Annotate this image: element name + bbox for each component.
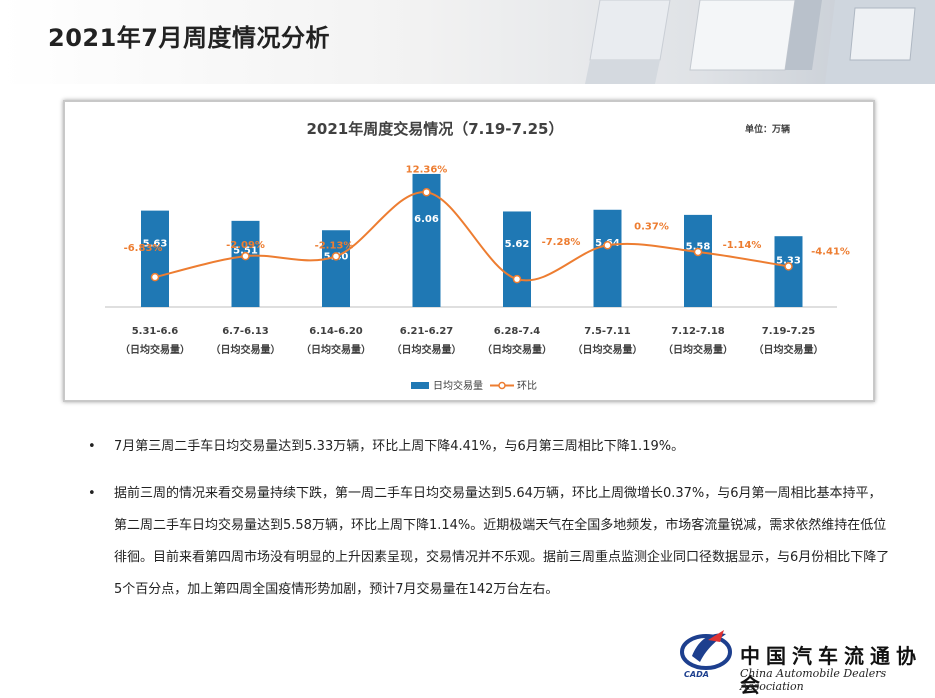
bar-4 xyxy=(503,211,531,307)
line-label-5: 0.37% xyxy=(634,221,669,232)
bar-5 xyxy=(593,209,622,307)
line-point-6 xyxy=(693,247,703,257)
logo-abbr: CADA xyxy=(684,670,709,679)
logo-english-name: China Automobile Dealers Association xyxy=(740,667,887,693)
bar-label-4: 5.62 xyxy=(505,239,530,250)
x-tick-sub-2: （日均交易量） xyxy=(301,343,371,356)
line-label-0: -6.83% xyxy=(124,243,163,254)
legend-swatch-bar xyxy=(411,382,429,389)
bullet-list: • 7月第三周二手车日均交易量达到5.33万辆，环比上周下降4.41%，与6月第… xyxy=(88,432,890,606)
x-tick-sub-0: （日均交易量） xyxy=(120,343,190,356)
bar-7 xyxy=(774,236,803,307)
line-label-3: 12.36% xyxy=(406,164,448,175)
cube-decoration-icon xyxy=(585,0,935,84)
line-series-huanbi xyxy=(154,191,789,282)
x-tick-label-5: 7.5-7.11 xyxy=(584,326,631,337)
cada-emblem-icon xyxy=(680,630,732,670)
x-tick-label-0: 5.31-6.6 xyxy=(132,326,179,337)
x-tick-sub-5: （日均交易量） xyxy=(573,343,643,356)
bullet-dot-icon: • xyxy=(88,439,96,454)
bar-1 xyxy=(231,220,260,307)
x-tick-label-2: 6.14-6.20 xyxy=(309,326,363,337)
legend-label-line: 环比 xyxy=(517,380,537,392)
line-point-2 xyxy=(331,252,341,261)
bar-0 xyxy=(141,210,169,307)
bar-6 xyxy=(684,214,712,307)
x-tick-sub-4: （日均交易量） xyxy=(482,343,552,356)
x-tick-sub-3: （日均交易量） xyxy=(392,343,462,356)
x-tick-label-7: 7.19-7.25 xyxy=(762,326,816,337)
bar-label-3: 6.06 xyxy=(414,214,439,225)
x-tick-label-4: 6.28-7.4 xyxy=(494,326,541,337)
x-tick-label-3: 6.21-6.27 xyxy=(400,326,454,337)
line-label-4: -7.28% xyxy=(542,237,581,248)
weekly-trade-chart: 2021年周度交易情况（7.19-7.25） 单位：万辆 5.63 5.31-6.6 （… xyxy=(105,120,850,392)
bullet-item: • 7月第三周二手车日均交易量达到5.33万辆，环比上周下降4.41%，与6月第… xyxy=(88,432,890,462)
cada-logo: CADA 中国汽车流通协会 China Automobile Dealers A… xyxy=(678,626,930,697)
x-tick-label-1: 6.7-6.13 xyxy=(222,326,269,337)
chart-title: 2021年周度交易情况（7.19-7.25） xyxy=(307,120,564,138)
x-tick-sub-1: （日均交易量） xyxy=(211,343,281,356)
bar-label-6: 5.58 xyxy=(686,241,711,252)
chart-unit: 单位：万辆 xyxy=(745,123,790,135)
x-tick-label-6: 7.12-7.18 xyxy=(671,326,725,337)
line-point-3 xyxy=(422,188,431,197)
line-label-1: -2.09% xyxy=(226,240,265,251)
line-point-4 xyxy=(512,274,522,284)
legend-swatch-marker xyxy=(498,381,506,390)
bullet-item: • 据前三周的情况来看交易量持续下跌，第一周二手车日均交易量达到5.64万辆，环… xyxy=(88,478,890,606)
page-title: 2021年7月周度情况分析 xyxy=(48,24,330,52)
line-point-1 xyxy=(241,251,250,261)
chart-panel: 2021年周度交易情况（7.19-7.25） 单位：万辆 5.63 5.31-6.6 （… xyxy=(63,100,875,402)
x-tick-sub-6: （日均交易量） xyxy=(663,343,733,356)
bullet-dot-icon: • xyxy=(88,486,96,501)
bar-2 xyxy=(322,230,350,307)
line-label-2: -2.13% xyxy=(315,240,354,251)
bar-label-7: 5.33 xyxy=(776,256,801,267)
legend-label-bar: 日均交易量 xyxy=(433,379,483,392)
bullet-text: 7月第三周二手车日均交易量达到5.33万辆，环比上周下降4.41%，与6月第三周… xyxy=(114,439,685,454)
line-label-7: -4.41% xyxy=(811,246,850,257)
line-label-6: -1.14% xyxy=(723,240,762,251)
bar-label-0: 5.63 xyxy=(143,238,168,249)
line-point-0 xyxy=(150,272,160,282)
x-tick-sub-7: （日均交易量） xyxy=(754,343,824,356)
line-point-7 xyxy=(784,262,793,271)
line-point-5 xyxy=(603,241,612,250)
header-banner: 2021年7月周度情况分析 xyxy=(0,0,935,84)
bullet-text: 据前三周的情况来看交易量持续下跌，第一周二手车日均交易量达到5.64万辆，环比上… xyxy=(114,486,890,597)
bar-label-1: 5.51 xyxy=(233,245,258,256)
